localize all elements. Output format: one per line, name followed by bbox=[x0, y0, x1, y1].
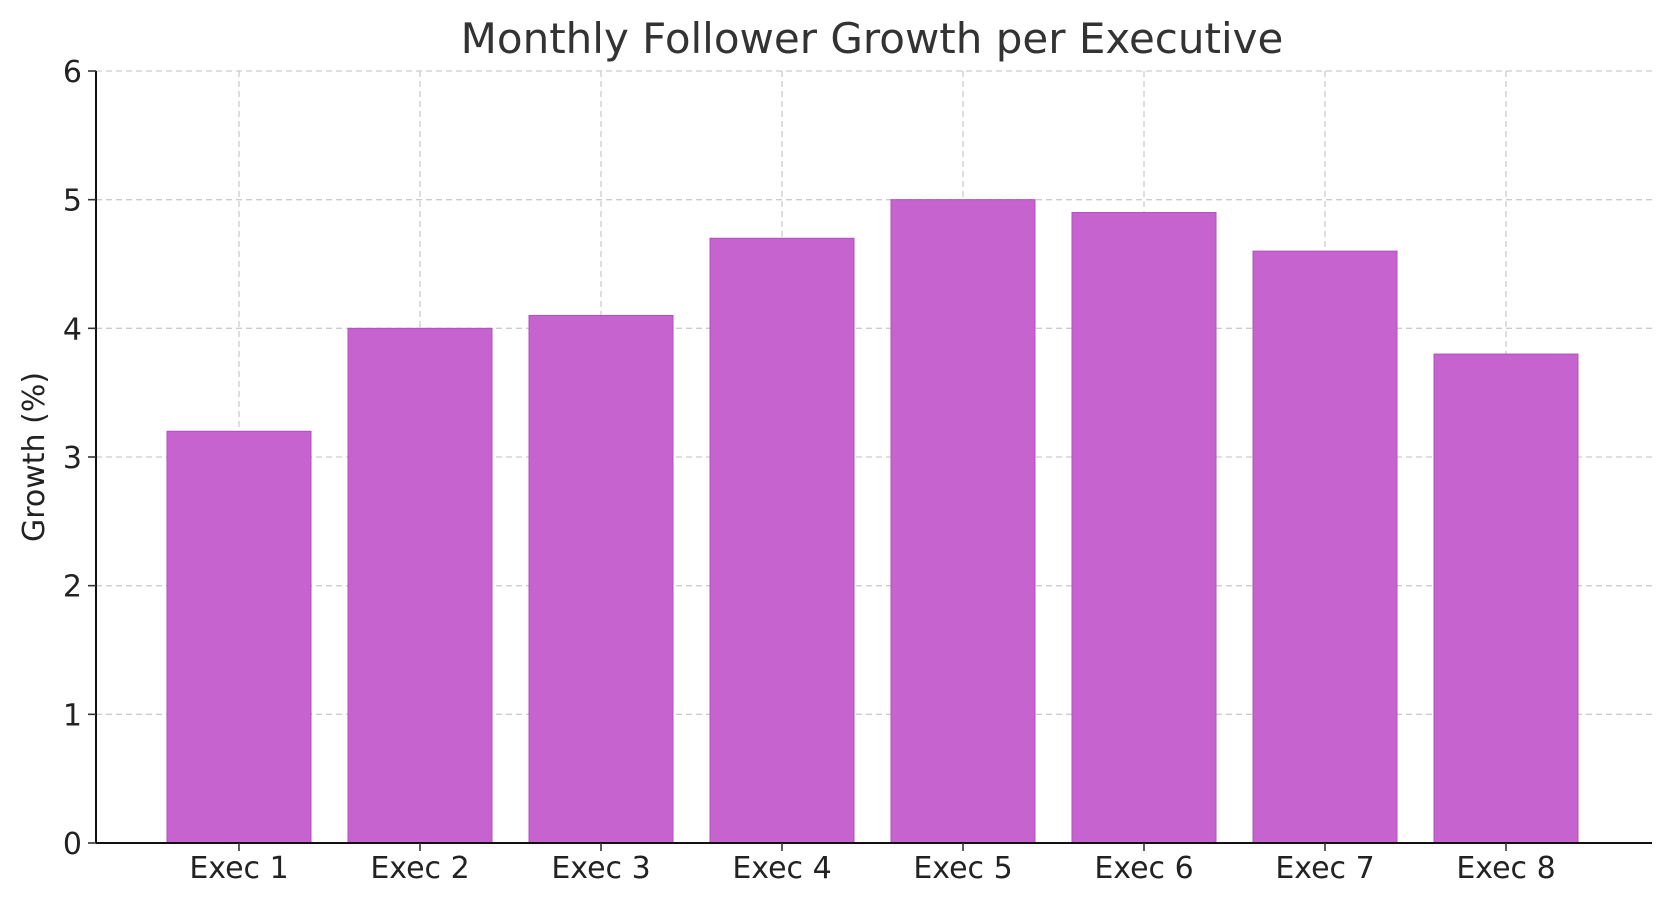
bar-5 bbox=[890, 199, 1036, 844]
x-tick-label: Exec 1 bbox=[189, 851, 288, 886]
bar-6 bbox=[1071, 212, 1217, 844]
x-tick-label: Exec 3 bbox=[551, 851, 650, 886]
bar-3 bbox=[528, 314, 674, 844]
bar-1 bbox=[166, 430, 312, 844]
x-tick-label: Exec 4 bbox=[732, 851, 831, 886]
y-tick-label: 6 bbox=[63, 55, 82, 90]
y-tick-label: 3 bbox=[63, 441, 82, 476]
y-ticks: 0 1 2 3 4 5 6 bbox=[63, 55, 96, 862]
y-tick-label: 1 bbox=[63, 698, 82, 733]
y-tick-label: 0 bbox=[63, 827, 82, 862]
x-tick-label: Exec 2 bbox=[370, 851, 469, 886]
y-axis-label: Growth (%) bbox=[17, 372, 52, 542]
bar-7 bbox=[1252, 250, 1398, 844]
x-tick-label: Exec 7 bbox=[1275, 851, 1374, 886]
y-tick-label: 2 bbox=[63, 570, 82, 605]
bar-8 bbox=[1433, 353, 1579, 844]
x-tick-label: Exec 5 bbox=[913, 851, 1012, 886]
x-tick-label: Exec 8 bbox=[1456, 851, 1555, 886]
bar-4 bbox=[709, 237, 855, 844]
x-ticks: Exec 1 Exec 2 Exec 3 Exec 4 Exec 5 Exec 6 Exec… bbox=[189, 843, 1556, 886]
x-tick-label: Exec 6 bbox=[1094, 851, 1193, 886]
bars-layer bbox=[166, 199, 1579, 844]
chart-title: Monthly Follower Growth per Executive bbox=[461, 14, 1284, 63]
y-tick-label: 4 bbox=[63, 312, 82, 347]
y-tick-label: 5 bbox=[63, 184, 82, 219]
bar-2 bbox=[347, 327, 493, 844]
grid-layer bbox=[96, 70, 1652, 843]
